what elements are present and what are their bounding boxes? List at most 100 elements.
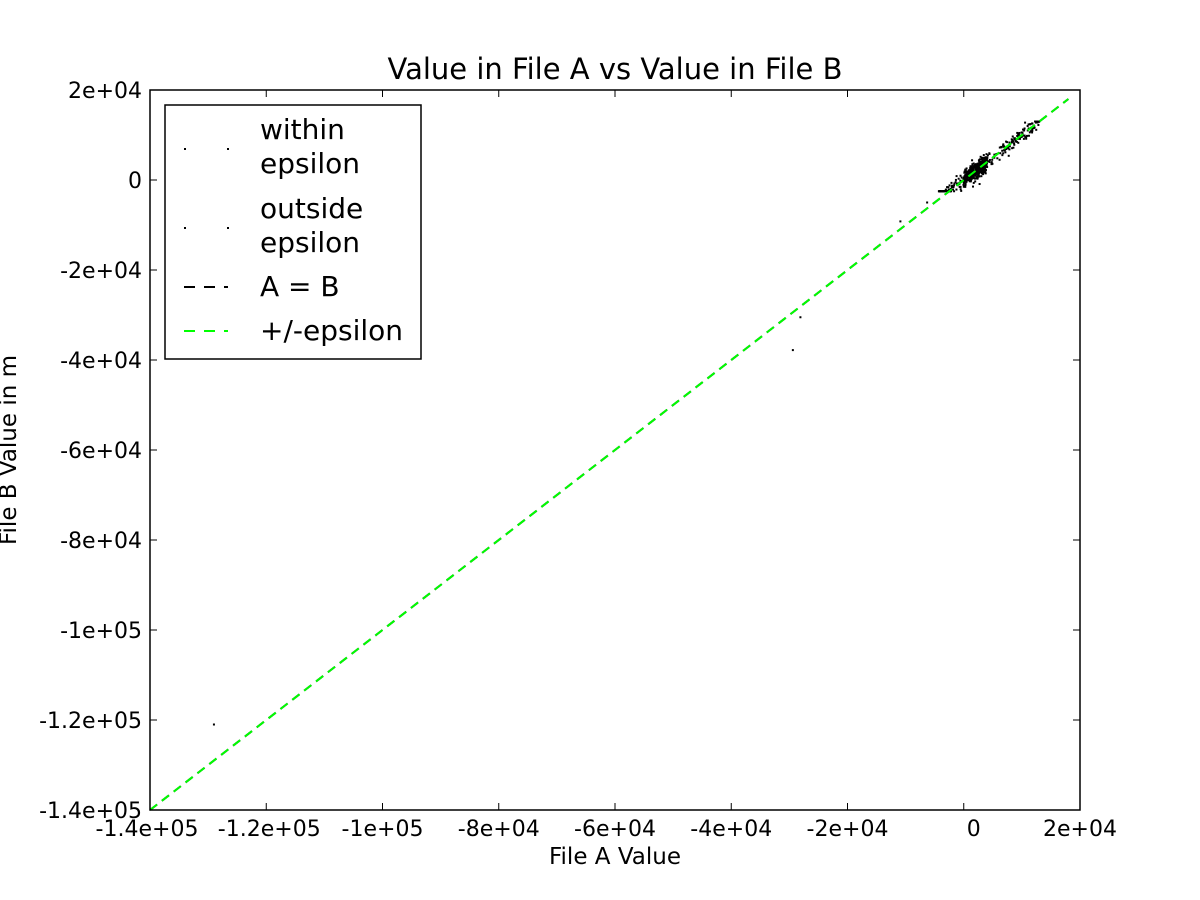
legend-marker [184, 227, 186, 229]
cluster-point [977, 172, 980, 175]
cluster-point [953, 184, 956, 187]
data-point [799, 316, 802, 319]
cluster-point [971, 159, 974, 162]
cluster-point [998, 146, 1001, 149]
cluster-point [968, 172, 971, 175]
cluster-point [982, 165, 985, 168]
cluster-point [981, 167, 984, 170]
cluster-point [1011, 135, 1014, 138]
cluster-point [1016, 131, 1019, 134]
cluster-point [976, 175, 979, 178]
cluster-point [983, 161, 986, 164]
cluster-point [975, 176, 978, 179]
cluster-point [1038, 120, 1041, 123]
cluster-point [984, 172, 987, 175]
cluster-point [964, 174, 967, 177]
legend-box [164, 104, 422, 360]
cluster-point [1031, 128, 1034, 131]
legend-label: +/-epsilon [260, 314, 403, 347]
legend-marker [227, 227, 229, 229]
cluster-point [978, 175, 981, 178]
legend-label: within [260, 113, 345, 146]
cluster-point [962, 183, 965, 186]
cluster-point [974, 180, 977, 183]
cluster-point [1022, 134, 1025, 137]
cluster-point [969, 165, 972, 168]
cluster-point [974, 163, 977, 166]
cluster-point [1024, 121, 1027, 124]
cluster-point [1010, 138, 1013, 141]
cluster-point [970, 169, 973, 172]
y-tick-label: -4e+04 [60, 349, 142, 374]
cluster-point [980, 171, 983, 174]
cluster-point [1031, 129, 1034, 132]
cluster-point [976, 176, 979, 179]
cluster-point [955, 175, 958, 178]
cluster-point [1034, 121, 1037, 124]
cluster-point [974, 165, 977, 168]
legend-marker [184, 148, 186, 150]
cluster-point [962, 178, 965, 181]
cluster-point [955, 188, 958, 191]
cluster-point [974, 171, 977, 174]
cluster-point [1031, 122, 1034, 125]
cluster-point [984, 156, 987, 159]
cluster-point [972, 173, 975, 176]
cluster-point [975, 168, 978, 171]
cluster-point [965, 178, 968, 181]
cluster-point [984, 166, 987, 169]
x-tick-label: -1.4e+05 [96, 817, 199, 842]
cluster-point [968, 178, 971, 181]
cluster-point [990, 161, 993, 164]
cluster-point [940, 190, 943, 193]
cluster-point [973, 174, 976, 177]
cluster-point [970, 168, 973, 171]
cluster-point [991, 158, 994, 161]
cluster-point [1034, 120, 1037, 123]
cluster-point [960, 189, 963, 192]
cluster-point [1017, 134, 1020, 137]
cluster-point [969, 167, 972, 170]
cluster-point [984, 171, 987, 174]
data-point [926, 201, 929, 204]
cluster-point [1025, 137, 1028, 140]
cluster-point [985, 165, 988, 168]
cluster-point [964, 180, 967, 183]
legend-label: outside [260, 192, 363, 225]
cluster-point [1001, 154, 1004, 157]
cluster-point [1004, 151, 1007, 154]
data-point [899, 220, 902, 223]
cluster-point [959, 174, 962, 177]
cluster-point [985, 158, 988, 161]
cluster-point [955, 182, 958, 185]
data-point [791, 349, 794, 352]
cluster-point [947, 186, 950, 189]
cluster-point [1014, 140, 1017, 143]
x-axis-label: File A Value [549, 844, 681, 870]
x-tick-label: -6e+04 [574, 817, 656, 842]
cluster-point [1011, 140, 1014, 143]
cluster-point [962, 185, 965, 188]
legend-label: A = B [260, 270, 340, 303]
cluster-point [968, 176, 971, 179]
cluster-point [960, 176, 963, 179]
cluster-point [965, 170, 968, 173]
cluster-point [972, 162, 975, 165]
cluster-point [985, 163, 988, 166]
cluster-point [986, 154, 989, 157]
cluster-point [975, 166, 978, 169]
cluster-point [964, 184, 967, 187]
cluster-point [979, 163, 982, 166]
cluster-point [958, 185, 961, 188]
cluster-point [973, 173, 976, 176]
cluster-point [983, 159, 986, 162]
cluster-point [1006, 141, 1009, 144]
legend-entry-3: +/-epsilon [184, 314, 403, 347]
cluster-point [946, 190, 949, 193]
cluster-point [952, 186, 955, 189]
cluster-point [948, 184, 951, 187]
cluster-point [1007, 147, 1010, 150]
cluster-point [969, 180, 972, 183]
cluster-point [983, 165, 986, 168]
